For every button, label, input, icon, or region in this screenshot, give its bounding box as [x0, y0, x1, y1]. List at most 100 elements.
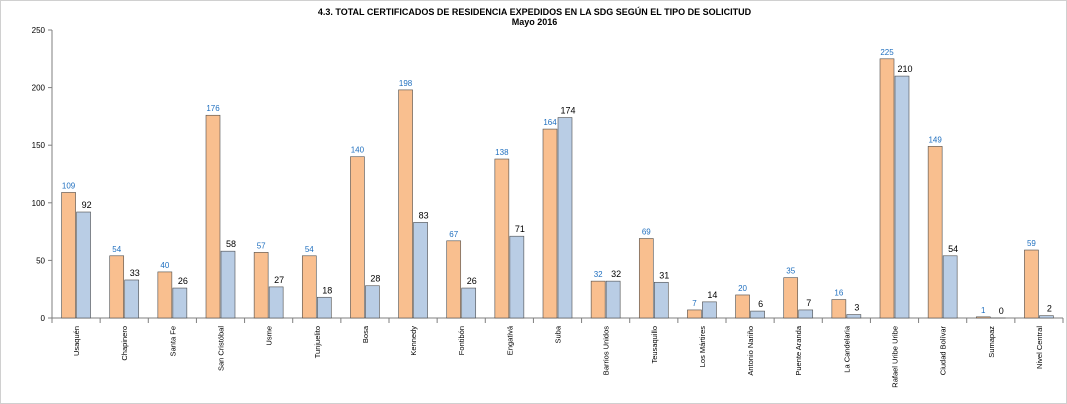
x-tick-label: Kennedy	[409, 326, 418, 356]
x-tick-label: Los Mártires	[698, 326, 707, 368]
bar	[494, 158, 510, 319]
x-tick-label: Antonio Nariño	[746, 326, 755, 376]
x-tick-label: Sumapaz	[987, 326, 996, 358]
bar	[205, 114, 221, 319]
x-tick-label: Santa Fe	[168, 326, 177, 356]
data-label: 109	[62, 181, 76, 190]
bar	[365, 285, 380, 319]
data-label: 33	[130, 268, 140, 278]
x-tick-label: Usme	[265, 326, 274, 346]
bar	[735, 294, 750, 319]
data-label: 35	[786, 267, 795, 276]
data-label: 32	[594, 270, 603, 279]
data-label: 54	[948, 244, 958, 254]
x-tick-label: Teusaquillo	[650, 326, 659, 364]
x-tick-label: Bosa	[361, 325, 370, 343]
y-tick-label: 250	[32, 26, 46, 35]
data-label: 14	[707, 290, 717, 300]
data-label: 138	[495, 148, 509, 157]
bar	[653, 281, 669, 319]
bar	[350, 156, 365, 319]
bar	[509, 235, 525, 319]
data-label: 20	[738, 284, 747, 293]
data-label: 140	[351, 146, 365, 155]
bar	[590, 280, 606, 319]
bar	[268, 286, 284, 319]
bar	[76, 211, 91, 319]
x-tick-label: Ciudad Bolívar	[939, 326, 948, 376]
x-tick-label: Nivel Central	[1035, 326, 1044, 369]
data-label: 18	[322, 285, 332, 295]
bar	[109, 255, 125, 319]
bar	[413, 222, 428, 319]
bar	[301, 255, 317, 319]
bar	[750, 310, 765, 319]
x-tick-label: Barrios Unidos	[602, 326, 611, 375]
bar	[894, 75, 910, 319]
data-label: 92	[82, 200, 92, 210]
data-label: 210	[897, 64, 912, 74]
data-label: 67	[449, 230, 458, 239]
x-tick-label: Tunjuelito	[313, 326, 322, 358]
data-label: 1	[981, 306, 986, 315]
data-label: 27	[274, 275, 284, 285]
bar	[798, 309, 814, 319]
data-label: 26	[467, 276, 477, 286]
x-tick-label: Engativá	[505, 325, 514, 355]
bar	[702, 301, 717, 319]
bar	[975, 316, 991, 319]
bar	[124, 279, 140, 319]
data-label: 54	[305, 245, 314, 254]
bar	[783, 277, 799, 319]
bar	[927, 146, 943, 319]
bar	[879, 58, 895, 319]
bar	[220, 250, 236, 319]
bar	[542, 128, 558, 319]
data-label: 7	[692, 299, 697, 308]
data-label: 40	[160, 261, 169, 270]
data-label: 59	[1027, 239, 1036, 248]
bar	[942, 255, 958, 319]
bar	[446, 240, 462, 319]
bar	[461, 287, 477, 319]
bar	[1024, 249, 1039, 319]
bar	[1039, 315, 1054, 319]
bar	[398, 89, 413, 319]
data-label: 83	[419, 210, 429, 220]
x-tick-label: Rafael Uribe Uribe	[891, 326, 900, 388]
bar	[316, 296, 332, 319]
data-label: 58	[226, 239, 236, 249]
data-label: 149	[928, 135, 942, 144]
x-tick-label: Fontibón	[457, 326, 466, 355]
x-tick-label: Suba	[554, 325, 563, 343]
bar	[846, 314, 862, 319]
y-tick-label: 200	[32, 84, 46, 93]
data-label: 32	[611, 269, 621, 279]
x-tick-label: Puente Aranda	[794, 325, 803, 375]
bar	[831, 299, 847, 319]
x-tick-label: San Cristóbal	[217, 326, 226, 371]
bar	[253, 252, 269, 319]
data-label: 69	[642, 228, 651, 237]
y-tick-label: 0	[41, 314, 46, 323]
data-label: 71	[515, 224, 525, 234]
bar	[687, 309, 702, 319]
bar	[638, 238, 654, 319]
chart-subtitle: Mayo 2016	[511, 17, 558, 27]
data-label: 3	[854, 303, 859, 313]
bar	[605, 280, 621, 319]
y-tick-label: 100	[32, 199, 46, 208]
data-label: 28	[370, 274, 380, 284]
x-tick-label: Chapinero	[120, 326, 129, 361]
x-tick-label: La Candelaria	[842, 325, 851, 373]
y-tick-label: 150	[32, 141, 46, 150]
data-label: 16	[834, 289, 843, 298]
bar	[61, 192, 76, 319]
data-label: 54	[112, 245, 121, 254]
data-label: 174	[560, 106, 575, 116]
data-label: 2	[1047, 304, 1052, 314]
x-tick-label: Usaquén	[72, 326, 81, 356]
y-tick-label: 50	[36, 256, 45, 265]
data-label: 31	[659, 270, 669, 280]
